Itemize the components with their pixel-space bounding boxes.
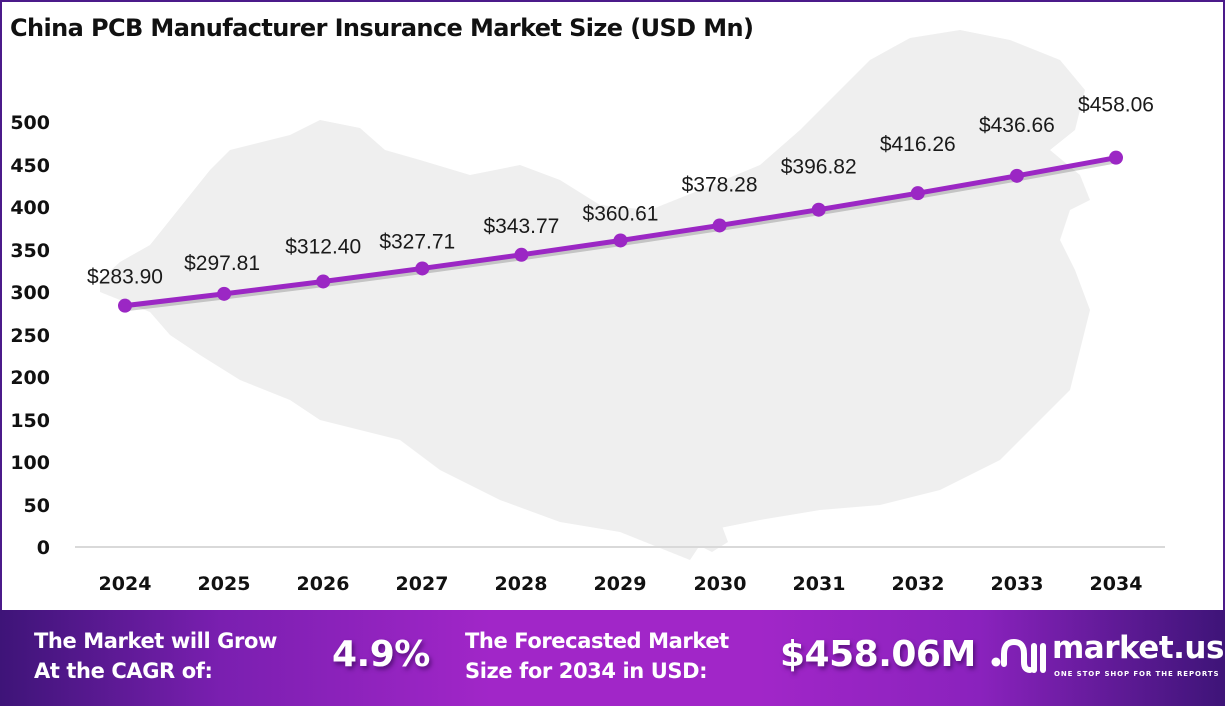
y-tick: 500 — [10, 112, 50, 134]
forecast-value: $458.06M — [780, 634, 976, 675]
data-label: $360.61 — [583, 202, 659, 225]
data-label: $416.26 — [880, 133, 956, 156]
series-market-size — [118, 150, 1123, 313]
data-point-marker — [910, 186, 925, 201]
data-point-marker — [118, 298, 132, 313]
data-label: $312.40 — [285, 235, 361, 258]
map-background — [100, 30, 1090, 560]
data-label: $396.82 — [781, 156, 857, 179]
y-tick: 350 — [10, 240, 50, 262]
cagr-value: 4.9% — [332, 634, 430, 675]
cagr-label-line1: The Market will Grow — [34, 629, 277, 653]
x-tick: 2032 — [892, 573, 945, 595]
x-tick: 2027 — [396, 573, 449, 595]
line-chart: 0 50 100 150 200 250 300 350 400 450 500… — [10, 30, 1165, 595]
x-tick: 2033 — [991, 573, 1044, 595]
data-label: $436.66 — [979, 114, 1055, 137]
data-label: $458.06 — [1078, 94, 1154, 117]
data-label: $378.28 — [682, 173, 758, 196]
data-point-marker — [217, 286, 232, 301]
forecast-label-line1: The Forecasted Market — [465, 629, 729, 653]
y-tick: 250 — [10, 325, 50, 347]
market-us-logo-icon — [991, 638, 1046, 673]
y-tick: 0 — [37, 537, 50, 559]
x-tick: 2029 — [594, 573, 647, 595]
data-label: $343.77 — [483, 215, 559, 238]
data-label: $327.71 — [379, 230, 455, 253]
brand-tagline: ONE STOP SHOP FOR THE REPORTS — [1054, 670, 1220, 678]
y-tick: 450 — [10, 155, 50, 177]
summary-banner: The Market will Grow At the CAGR of: 4.9… — [0, 610, 1225, 706]
chart-title: China PCB Manufacturer Insurance Market … — [10, 14, 754, 42]
data-point-marker — [415, 261, 430, 276]
data-point-marker — [316, 274, 331, 289]
x-tick: 2024 — [99, 573, 152, 595]
x-tick: 2028 — [495, 573, 548, 595]
y-axis: 0 50 100 150 200 250 300 350 400 450 500 — [10, 112, 50, 559]
y-tick: 50 — [24, 495, 50, 517]
data-point-marker — [712, 218, 727, 233]
y-tick: 300 — [10, 282, 50, 304]
data-point-marker — [613, 233, 628, 248]
data-label: $297.81 — [184, 252, 260, 275]
brand-logo: market.us ONE STOP SHOP FOR THE REPORTS — [990, 630, 1224, 690]
brand-name: market.us — [1052, 630, 1224, 666]
y-tick: 400 — [10, 197, 50, 219]
data-label: $283.90 — [87, 266, 163, 289]
x-tick: 2034 — [1090, 573, 1143, 595]
data-point-marker — [1009, 168, 1024, 183]
x-tick: 2031 — [793, 573, 846, 595]
data-point-marker — [1109, 150, 1123, 165]
x-axis: 2024 2025 2026 2027 2028 2029 2030 2031 … — [99, 573, 1143, 595]
x-tick: 2030 — [694, 573, 747, 595]
map-island — [698, 526, 728, 552]
data-labels: $283.90 $297.81 $312.40 $327.71 $343.77 $360.… — [87, 94, 1154, 289]
x-tick: 2025 — [198, 573, 251, 595]
y-tick: 150 — [10, 410, 50, 432]
x-tick: 2026 — [297, 573, 350, 595]
data-point-marker — [811, 202, 826, 217]
y-tick: 200 — [10, 367, 50, 389]
cagr-label-line2: At the CAGR of: — [34, 659, 213, 683]
forecast-label-line2: Size for 2034 in USD: — [465, 659, 708, 683]
data-point-marker — [514, 247, 529, 262]
y-tick: 100 — [10, 452, 50, 474]
